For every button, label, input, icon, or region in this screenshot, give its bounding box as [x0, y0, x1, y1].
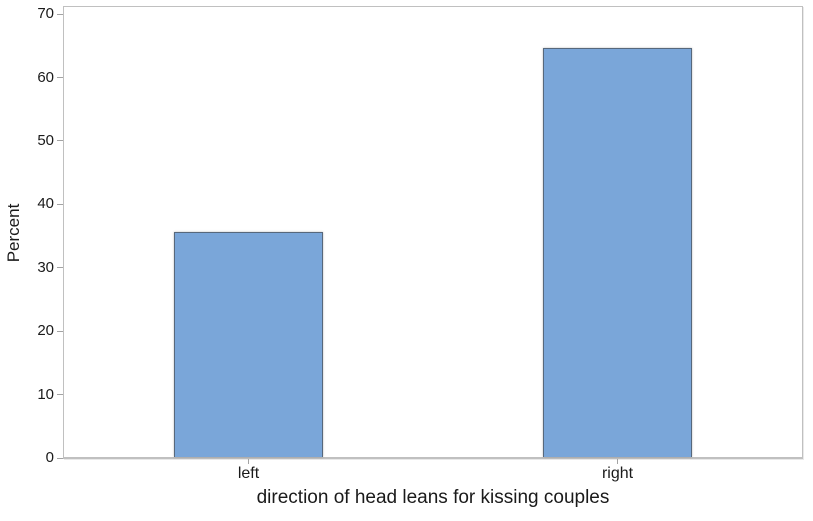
y-tick-mark-30 — [57, 267, 63, 269]
y-tick-mark-0 — [57, 457, 63, 459]
y-tick-mark-50 — [57, 140, 63, 142]
y-tick-mark-60 — [57, 77, 63, 79]
y-tick-label-60: 60 — [37, 68, 54, 86]
y-tick-label-50: 50 — [37, 131, 54, 149]
y-tick-label-70: 70 — [37, 5, 54, 23]
y-tick-mark-20 — [57, 330, 63, 332]
x-tick-mark-left — [248, 459, 249, 464]
x-tick-label-right: right — [601, 465, 634, 482]
x-tick-mark-right — [617, 459, 618, 464]
y-tick-label-10: 10 — [37, 385, 54, 403]
y-tick-mark-10 — [57, 394, 63, 396]
plot-area: 0 10 20 30 40 50 60 70 left right — [37, 5, 803, 482]
y-tick-mark-40 — [57, 203, 63, 205]
y-tick-label-40: 40 — [37, 195, 54, 213]
y-tick-label-30: 30 — [37, 258, 54, 276]
bar-left — [174, 232, 323, 457]
y-tick-label-0: 0 — [45, 449, 54, 466]
bar-right — [543, 48, 692, 457]
y-tick-mark-70 — [57, 13, 63, 15]
x-tick-label-left: left — [237, 465, 260, 482]
y-tick-label-20: 20 — [37, 322, 54, 340]
x-axis-title: direction of head leans for kissing coup… — [256, 487, 610, 508]
